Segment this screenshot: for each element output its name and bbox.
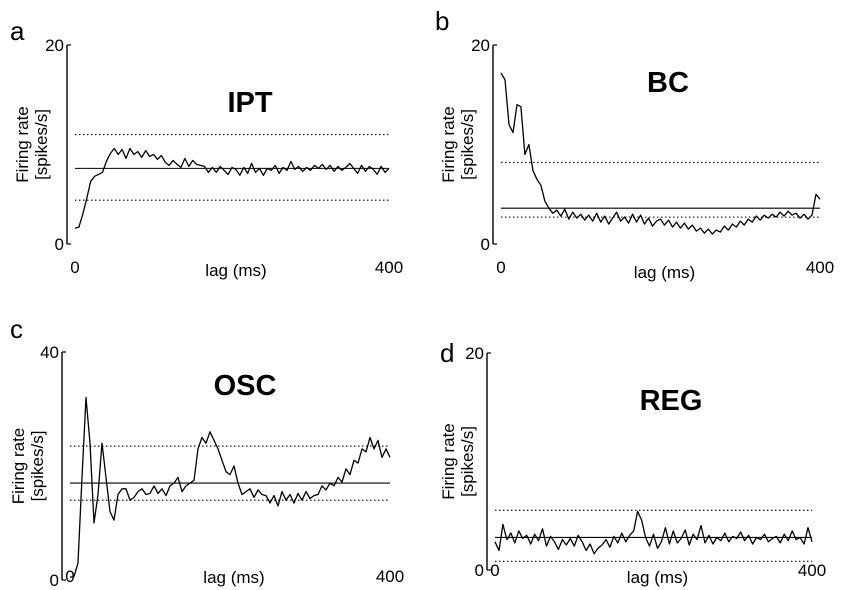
x-tick-label-b-1: 400	[806, 258, 834, 277]
x-tick-label-a-0: 0	[70, 258, 79, 277]
y-tick-label-d-0: 0	[475, 561, 484, 580]
series-line-c-0	[69, 396, 391, 578]
y-tick-label-c-1: 40	[40, 343, 59, 362]
panel-letter-a: a	[10, 16, 25, 46]
panel-letter-c: c	[10, 314, 23, 344]
x-tick-label-a-1: 400	[375, 258, 403, 277]
y-axis-label-c: Firing rate[spikes/s]	[9, 428, 47, 505]
panel-title-d: REG	[640, 385, 703, 417]
y-tick-label-c-0: 0	[50, 571, 59, 590]
x-axis-label-c: lag (ms)	[203, 568, 264, 587]
y-axis-label-d: Firing rate[spikes/s]	[439, 423, 477, 500]
y-tick-label-d-1: 20	[465, 344, 484, 363]
y-axis-label-a: Firing rate[spikes/s]	[13, 106, 51, 183]
series-line-b-0	[500, 72, 821, 235]
y-tick-label-b-0: 0	[481, 235, 490, 254]
x-tick-label-d-0: 0	[490, 561, 499, 580]
x-axis-label-d: lag (ms)	[627, 568, 688, 587]
series-line-a-0	[74, 147, 390, 229]
series-line-d-0	[494, 510, 813, 555]
y-tick-label-a-1: 20	[45, 36, 64, 55]
y-axis-label-b: Firing rate[spikes/s]	[439, 106, 477, 183]
panel-letter-d: d	[440, 338, 454, 368]
panel-letter-b: b	[435, 6, 449, 36]
x-axis-label-a: lag (ms)	[205, 261, 266, 280]
y-tick-label-b-1: 20	[471, 36, 490, 55]
x-tick-label-c-1: 400	[376, 567, 404, 586]
x-tick-label-d-1: 400	[798, 561, 826, 580]
x-tick-label-b-0: 0	[496, 258, 505, 277]
panel-title-b: BC	[647, 67, 689, 99]
x-axis-label-b: lag (ms)	[634, 263, 695, 282]
panel-title-c: OSC	[214, 370, 277, 402]
panel-title-a: IPT	[227, 87, 272, 119]
y-tick-label-a-0: 0	[55, 235, 64, 254]
